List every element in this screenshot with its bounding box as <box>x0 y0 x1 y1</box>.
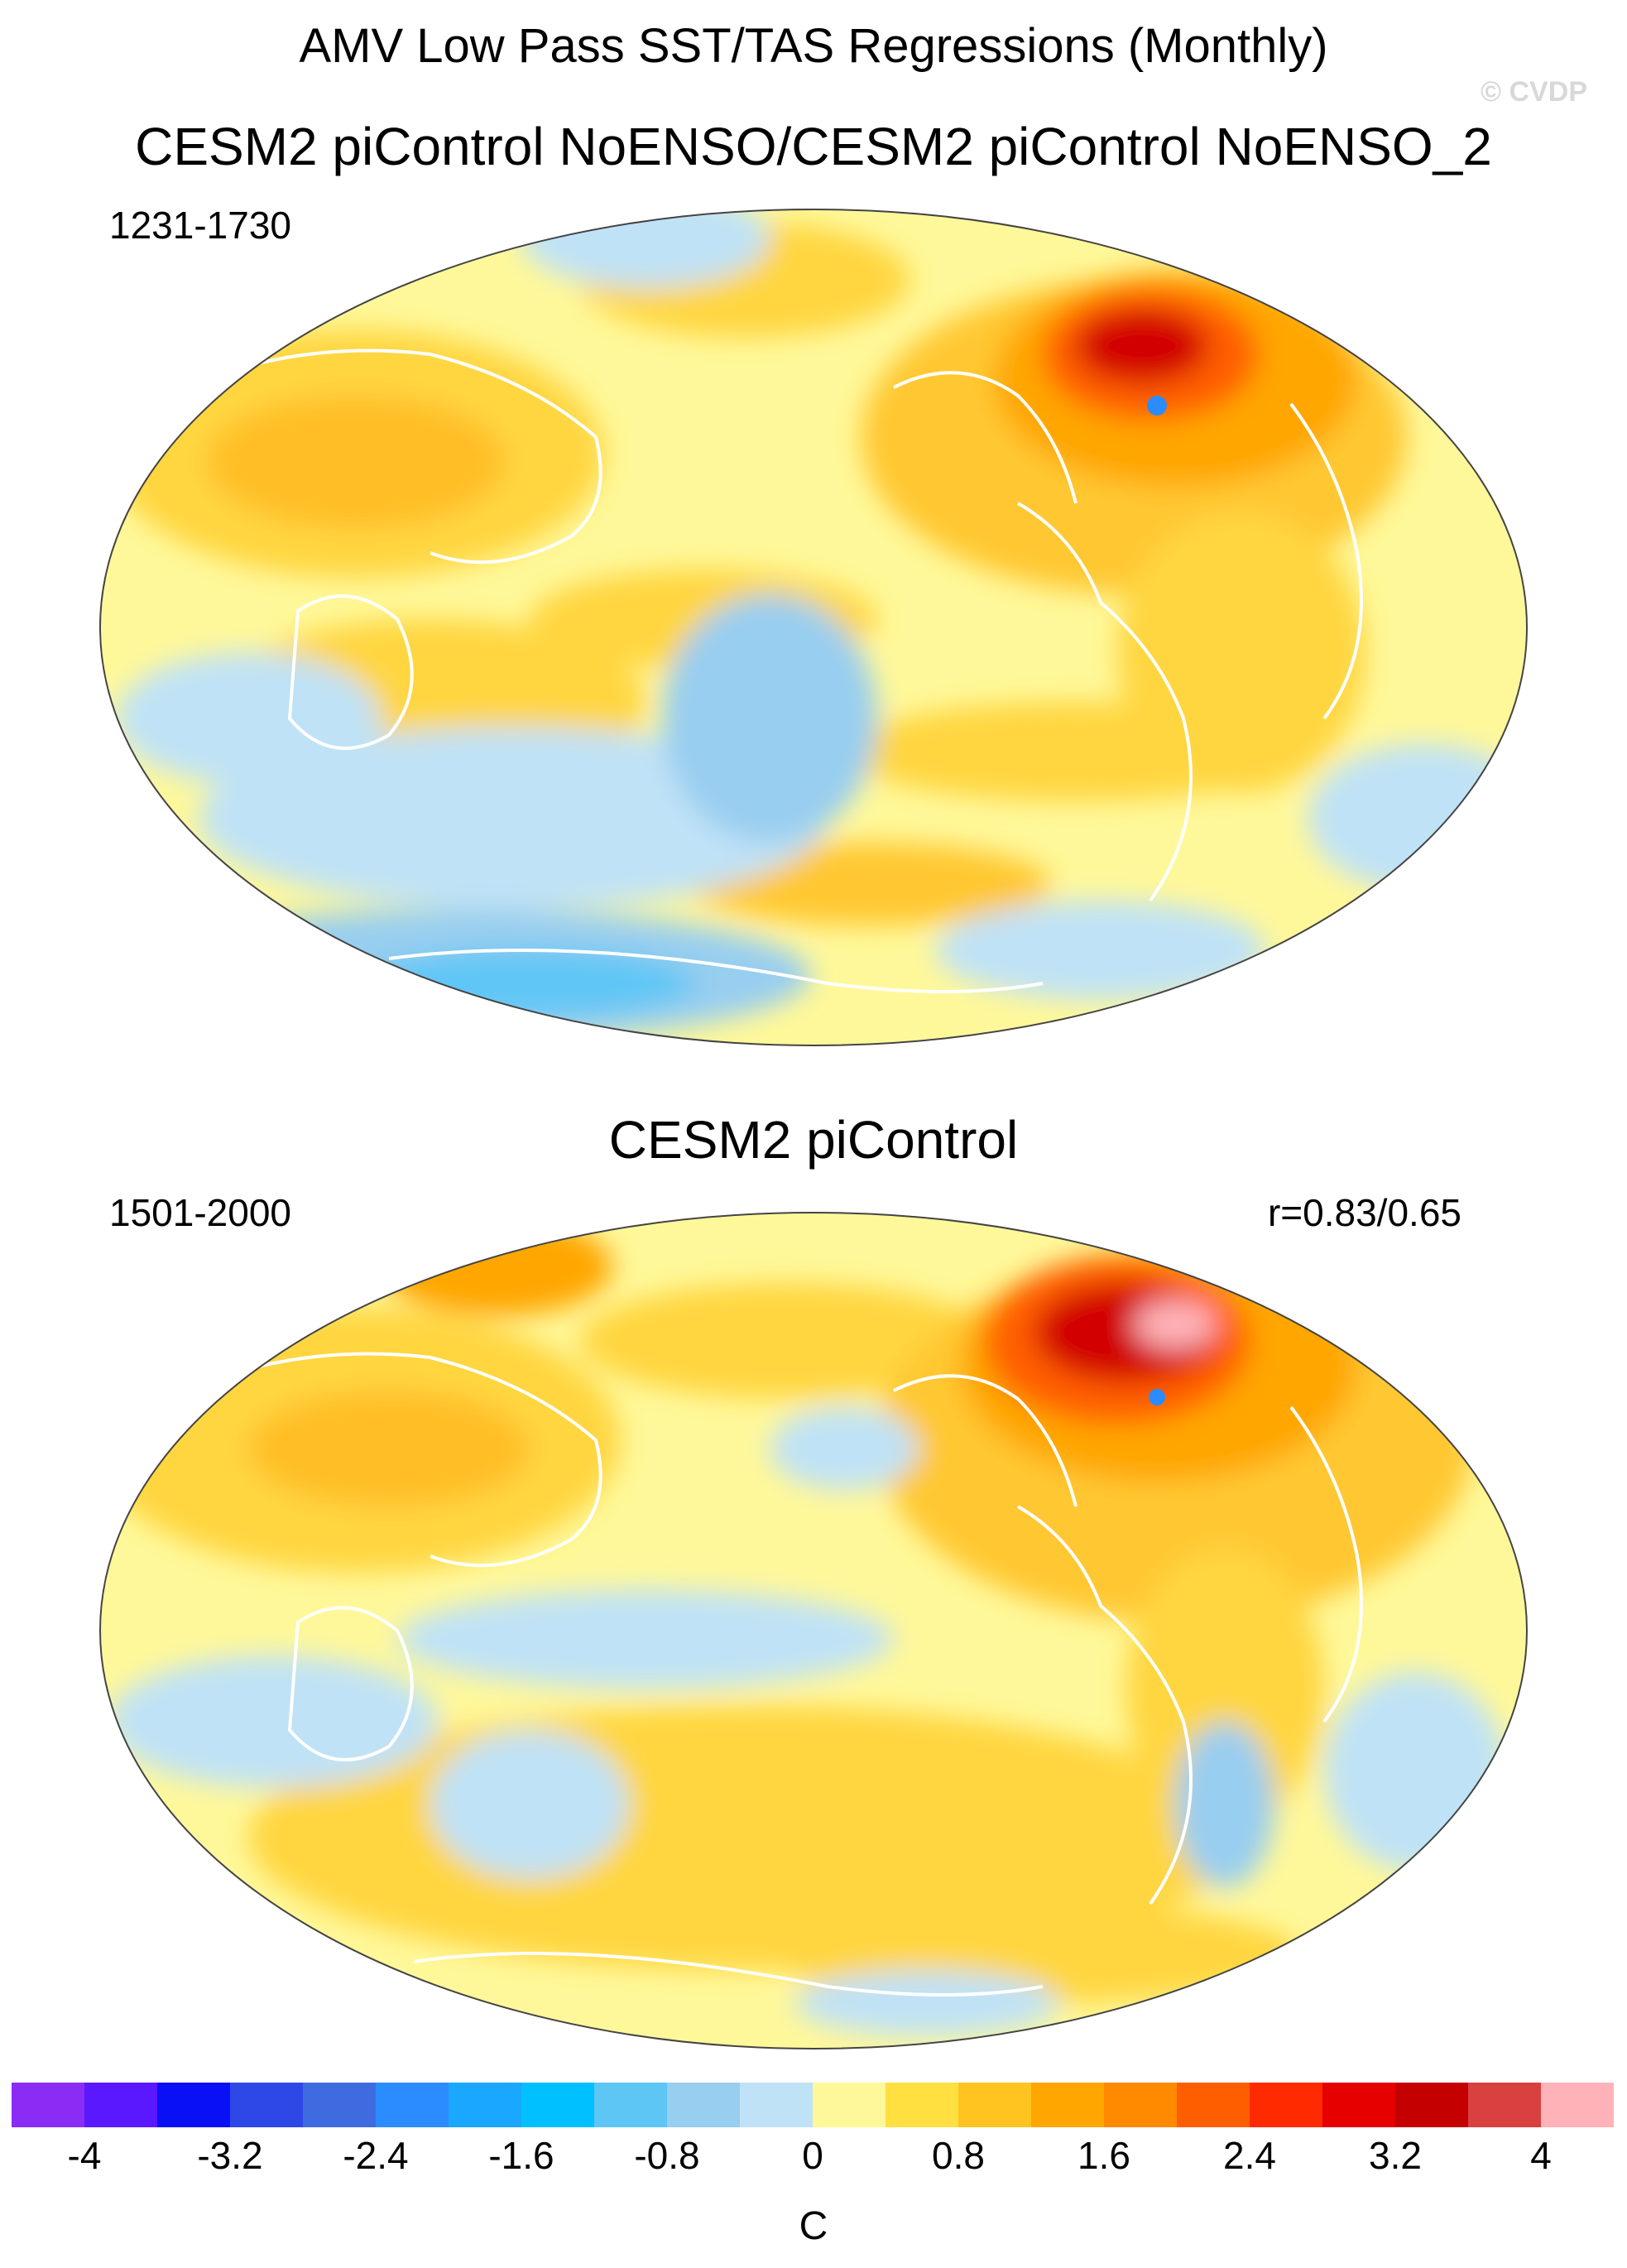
colorbar-swatch <box>521 2083 595 2127</box>
colorbar-swatch <box>813 2083 886 2127</box>
panel-1-map-border <box>99 209 1528 1046</box>
panel-2-map-border <box>99 1212 1528 2049</box>
colorbar-swatch <box>885 2083 959 2127</box>
colorbar-swatch <box>449 2083 522 2127</box>
figure-title: AMV Low Pass SST/TAS Regressions (Monthl… <box>299 19 1328 73</box>
colorbar-swatch <box>1541 2083 1614 2127</box>
colorbar-tick-label: 3.2 <box>1369 2134 1422 2172</box>
panel-2-pattern-correlation: r=0.83/0.65 <box>1267 1191 1461 1234</box>
colorbar-tick-label: 0.8 <box>932 2134 985 2172</box>
colorbar-tick-label: 2.4 <box>1223 2134 1276 2172</box>
colorbar-swatch <box>1177 2083 1250 2127</box>
colorbar-tick-label: -3.2 <box>197 2134 262 2172</box>
panel-2-field <box>100 1213 1527 2049</box>
colorbar-swatch <box>1104 2083 1178 2127</box>
colorbar-swatch <box>1031 2083 1105 2127</box>
colorbar-swatch <box>667 2083 741 2127</box>
colorbar-swatch <box>12 2083 85 2127</box>
colorbar-swatch <box>958 2083 1032 2127</box>
panel-2-title: CESM2 piControl <box>608 1110 1019 1170</box>
colorbar-tick-label: 4 <box>1530 2134 1552 2172</box>
colorbar-swatch <box>1322 2083 1396 2127</box>
colorbar-tick-label: -1.6 <box>488 2134 554 2172</box>
colorbar-swatch <box>157 2083 231 2127</box>
panel-1-map <box>99 209 1528 1046</box>
panel-1-field <box>100 209 1527 1045</box>
cvdp-watermark: © CVDP <box>1481 76 1587 108</box>
colorbar-tick-label: -0.8 <box>634 2134 699 2172</box>
colorbar-tick-label: -2.4 <box>343 2134 408 2172</box>
colorbar: -4 -3.2 -2.4 -1.6 -0.8 0 0.8 1.6 2.4 3.2 4 <box>12 2083 1614 2172</box>
panel-2-period: 1501-2000 <box>109 1191 291 1234</box>
panel-1-title: CESM2 piControl NoENSO/CESM2 piControl N… <box>135 117 1492 176</box>
colorbar-swatch <box>594 2083 668 2127</box>
colorbar-swatches <box>12 2083 1614 2127</box>
colorbar-swatch <box>376 2083 449 2127</box>
colorbar-swatch <box>303 2083 377 2127</box>
colorbar-swatch <box>740 2083 814 2127</box>
colorbar-tick-labels: -4 -3.2 -2.4 -1.6 -0.8 0 0.8 1.6 2.4 3.2 4 <box>68 2134 1552 2172</box>
colorbar-swatch <box>1250 2083 1323 2127</box>
colorbar-swatch <box>84 2083 158 2127</box>
colorbar-unit: C <box>799 2204 828 2248</box>
colorbar-swatch <box>1468 2083 1542 2127</box>
colorbar-tick-label: -4 <box>68 2134 102 2172</box>
panel-1-period: 1231-1730 <box>109 204 291 247</box>
colorbar-swatch <box>1395 2083 1469 2127</box>
colorbar-swatch <box>230 2083 304 2127</box>
panel-2-map <box>99 1212 1528 2049</box>
colorbar-tick-label: 1.6 <box>1077 2134 1130 2172</box>
colorbar-tick-label: 0 <box>802 2134 823 2172</box>
